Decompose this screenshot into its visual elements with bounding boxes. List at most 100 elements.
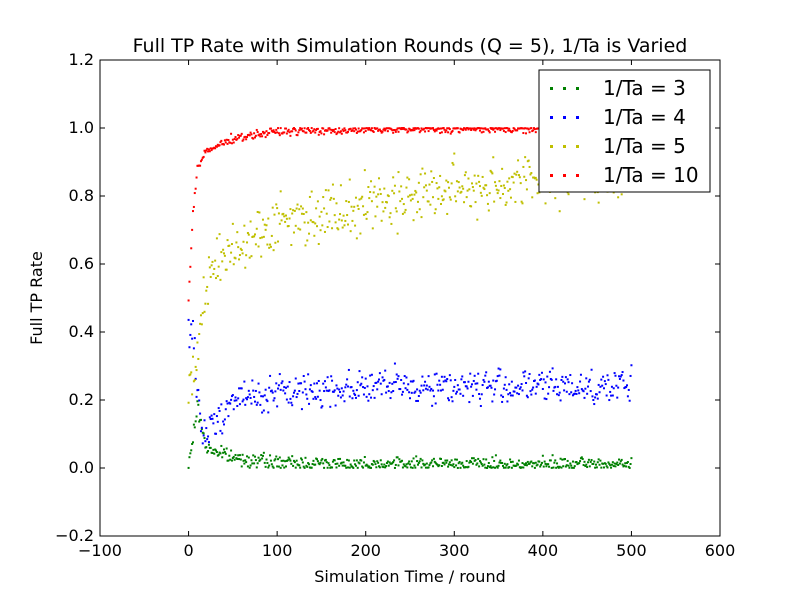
data-point	[427, 130, 430, 133]
data-point	[465, 385, 468, 388]
data-point	[525, 394, 528, 397]
data-point	[415, 191, 418, 194]
data-point	[578, 462, 581, 465]
data-point	[486, 128, 489, 131]
data-point	[237, 397, 240, 400]
data-point	[536, 463, 539, 466]
data-point	[517, 459, 520, 462]
data-point	[405, 376, 408, 379]
data-point	[520, 383, 523, 386]
data-point	[430, 461, 433, 464]
data-point	[503, 383, 506, 386]
data-point	[534, 131, 537, 134]
data-point	[262, 451, 265, 454]
data-point	[567, 464, 570, 467]
data-point	[307, 127, 310, 130]
data-point	[283, 131, 286, 134]
data-point	[609, 390, 612, 393]
data-point	[360, 129, 363, 132]
legend-marker	[563, 116, 566, 119]
data-point	[240, 249, 243, 252]
data-point	[381, 201, 384, 204]
data-point	[462, 394, 465, 397]
data-point	[431, 459, 434, 462]
data-point	[329, 128, 332, 131]
data-point	[280, 382, 283, 385]
data-point	[242, 398, 245, 401]
data-point	[310, 127, 313, 130]
data-point	[451, 464, 454, 467]
data-point	[454, 378, 457, 381]
data-point	[510, 380, 513, 383]
data-point	[313, 234, 316, 237]
data-point	[416, 460, 419, 463]
data-point	[276, 465, 279, 468]
data-point	[195, 415, 198, 418]
data-point	[386, 385, 389, 388]
data-point	[353, 459, 356, 462]
data-point	[416, 399, 419, 402]
data-point	[335, 202, 338, 205]
data-point	[434, 402, 437, 405]
data-point	[489, 465, 492, 468]
data-point	[385, 201, 388, 204]
data-point	[628, 466, 631, 469]
data-point	[482, 458, 485, 461]
data-point	[502, 129, 505, 132]
x-tick-label: 600	[705, 541, 736, 560]
points-layer	[187, 127, 633, 469]
data-point	[241, 139, 244, 142]
data-point	[277, 465, 280, 468]
data-point	[357, 394, 360, 397]
legend-label: 1/Ta = 10	[603, 163, 699, 187]
data-point	[502, 193, 504, 196]
data-point	[393, 192, 396, 195]
data-point	[524, 370, 527, 373]
data-point	[458, 186, 461, 189]
data-point	[380, 463, 383, 466]
data-point	[309, 384, 312, 387]
data-point	[354, 464, 357, 467]
data-point	[303, 466, 306, 469]
data-point	[323, 207, 326, 210]
data-point	[600, 378, 603, 381]
data-point	[479, 127, 482, 130]
data-point	[219, 141, 222, 144]
data-point	[521, 462, 524, 465]
data-point	[212, 448, 215, 451]
data-point	[324, 189, 327, 192]
data-point	[396, 232, 399, 235]
data-point	[457, 462, 460, 465]
data-point	[207, 435, 210, 438]
data-point	[412, 379, 415, 382]
data-point	[378, 465, 380, 468]
data-point	[472, 379, 475, 382]
data-point	[388, 461, 391, 464]
data-point	[481, 127, 484, 130]
data-point	[373, 396, 376, 399]
data-point	[234, 396, 237, 399]
data-point	[577, 389, 580, 392]
data-point	[261, 135, 264, 138]
data-point	[219, 429, 222, 432]
data-point	[509, 129, 512, 132]
data-point	[579, 373, 582, 376]
data-point	[372, 385, 375, 388]
legend-marker	[550, 116, 553, 119]
data-point	[458, 388, 461, 391]
data-point	[293, 389, 296, 392]
data-point	[478, 129, 481, 132]
data-point	[249, 131, 252, 134]
data-point	[407, 462, 410, 465]
data-point	[498, 461, 501, 464]
data-point	[427, 466, 430, 469]
data-point	[602, 466, 605, 469]
data-point	[525, 188, 528, 191]
data-point	[332, 197, 335, 200]
data-point	[493, 459, 496, 462]
data-point	[410, 391, 413, 394]
data-point	[445, 179, 448, 182]
data-point	[531, 465, 534, 468]
data-point	[339, 131, 342, 134]
data-point	[497, 464, 500, 467]
